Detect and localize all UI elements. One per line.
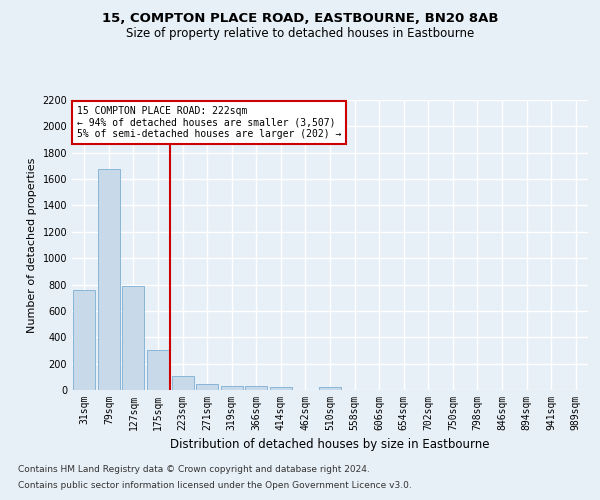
Text: 15, COMPTON PLACE ROAD, EASTBOURNE, BN20 8AB: 15, COMPTON PLACE ROAD, EASTBOURNE, BN20… bbox=[102, 12, 498, 26]
Bar bbox=[98, 168, 120, 390]
Text: Contains public sector information licensed under the Open Government Licence v3: Contains public sector information licen… bbox=[18, 480, 412, 490]
Bar bbox=[147, 350, 169, 390]
Text: 15 COMPTON PLACE ROAD: 222sqm
← 94% of detached houses are smaller (3,507)
5% of: 15 COMPTON PLACE ROAD: 222sqm ← 94% of d… bbox=[77, 106, 341, 139]
Text: Size of property relative to detached houses in Eastbourne: Size of property relative to detached ho… bbox=[126, 28, 474, 40]
Bar bbox=[196, 384, 218, 390]
Bar bbox=[122, 286, 145, 390]
Bar bbox=[245, 386, 268, 390]
Bar bbox=[319, 388, 341, 390]
Text: Contains HM Land Registry data © Crown copyright and database right 2024.: Contains HM Land Registry data © Crown c… bbox=[18, 466, 370, 474]
Bar bbox=[221, 386, 243, 390]
Bar bbox=[270, 387, 292, 390]
Y-axis label: Number of detached properties: Number of detached properties bbox=[27, 158, 37, 332]
X-axis label: Distribution of detached houses by size in Eastbourne: Distribution of detached houses by size … bbox=[170, 438, 490, 452]
Bar bbox=[172, 376, 194, 390]
Bar bbox=[73, 290, 95, 390]
